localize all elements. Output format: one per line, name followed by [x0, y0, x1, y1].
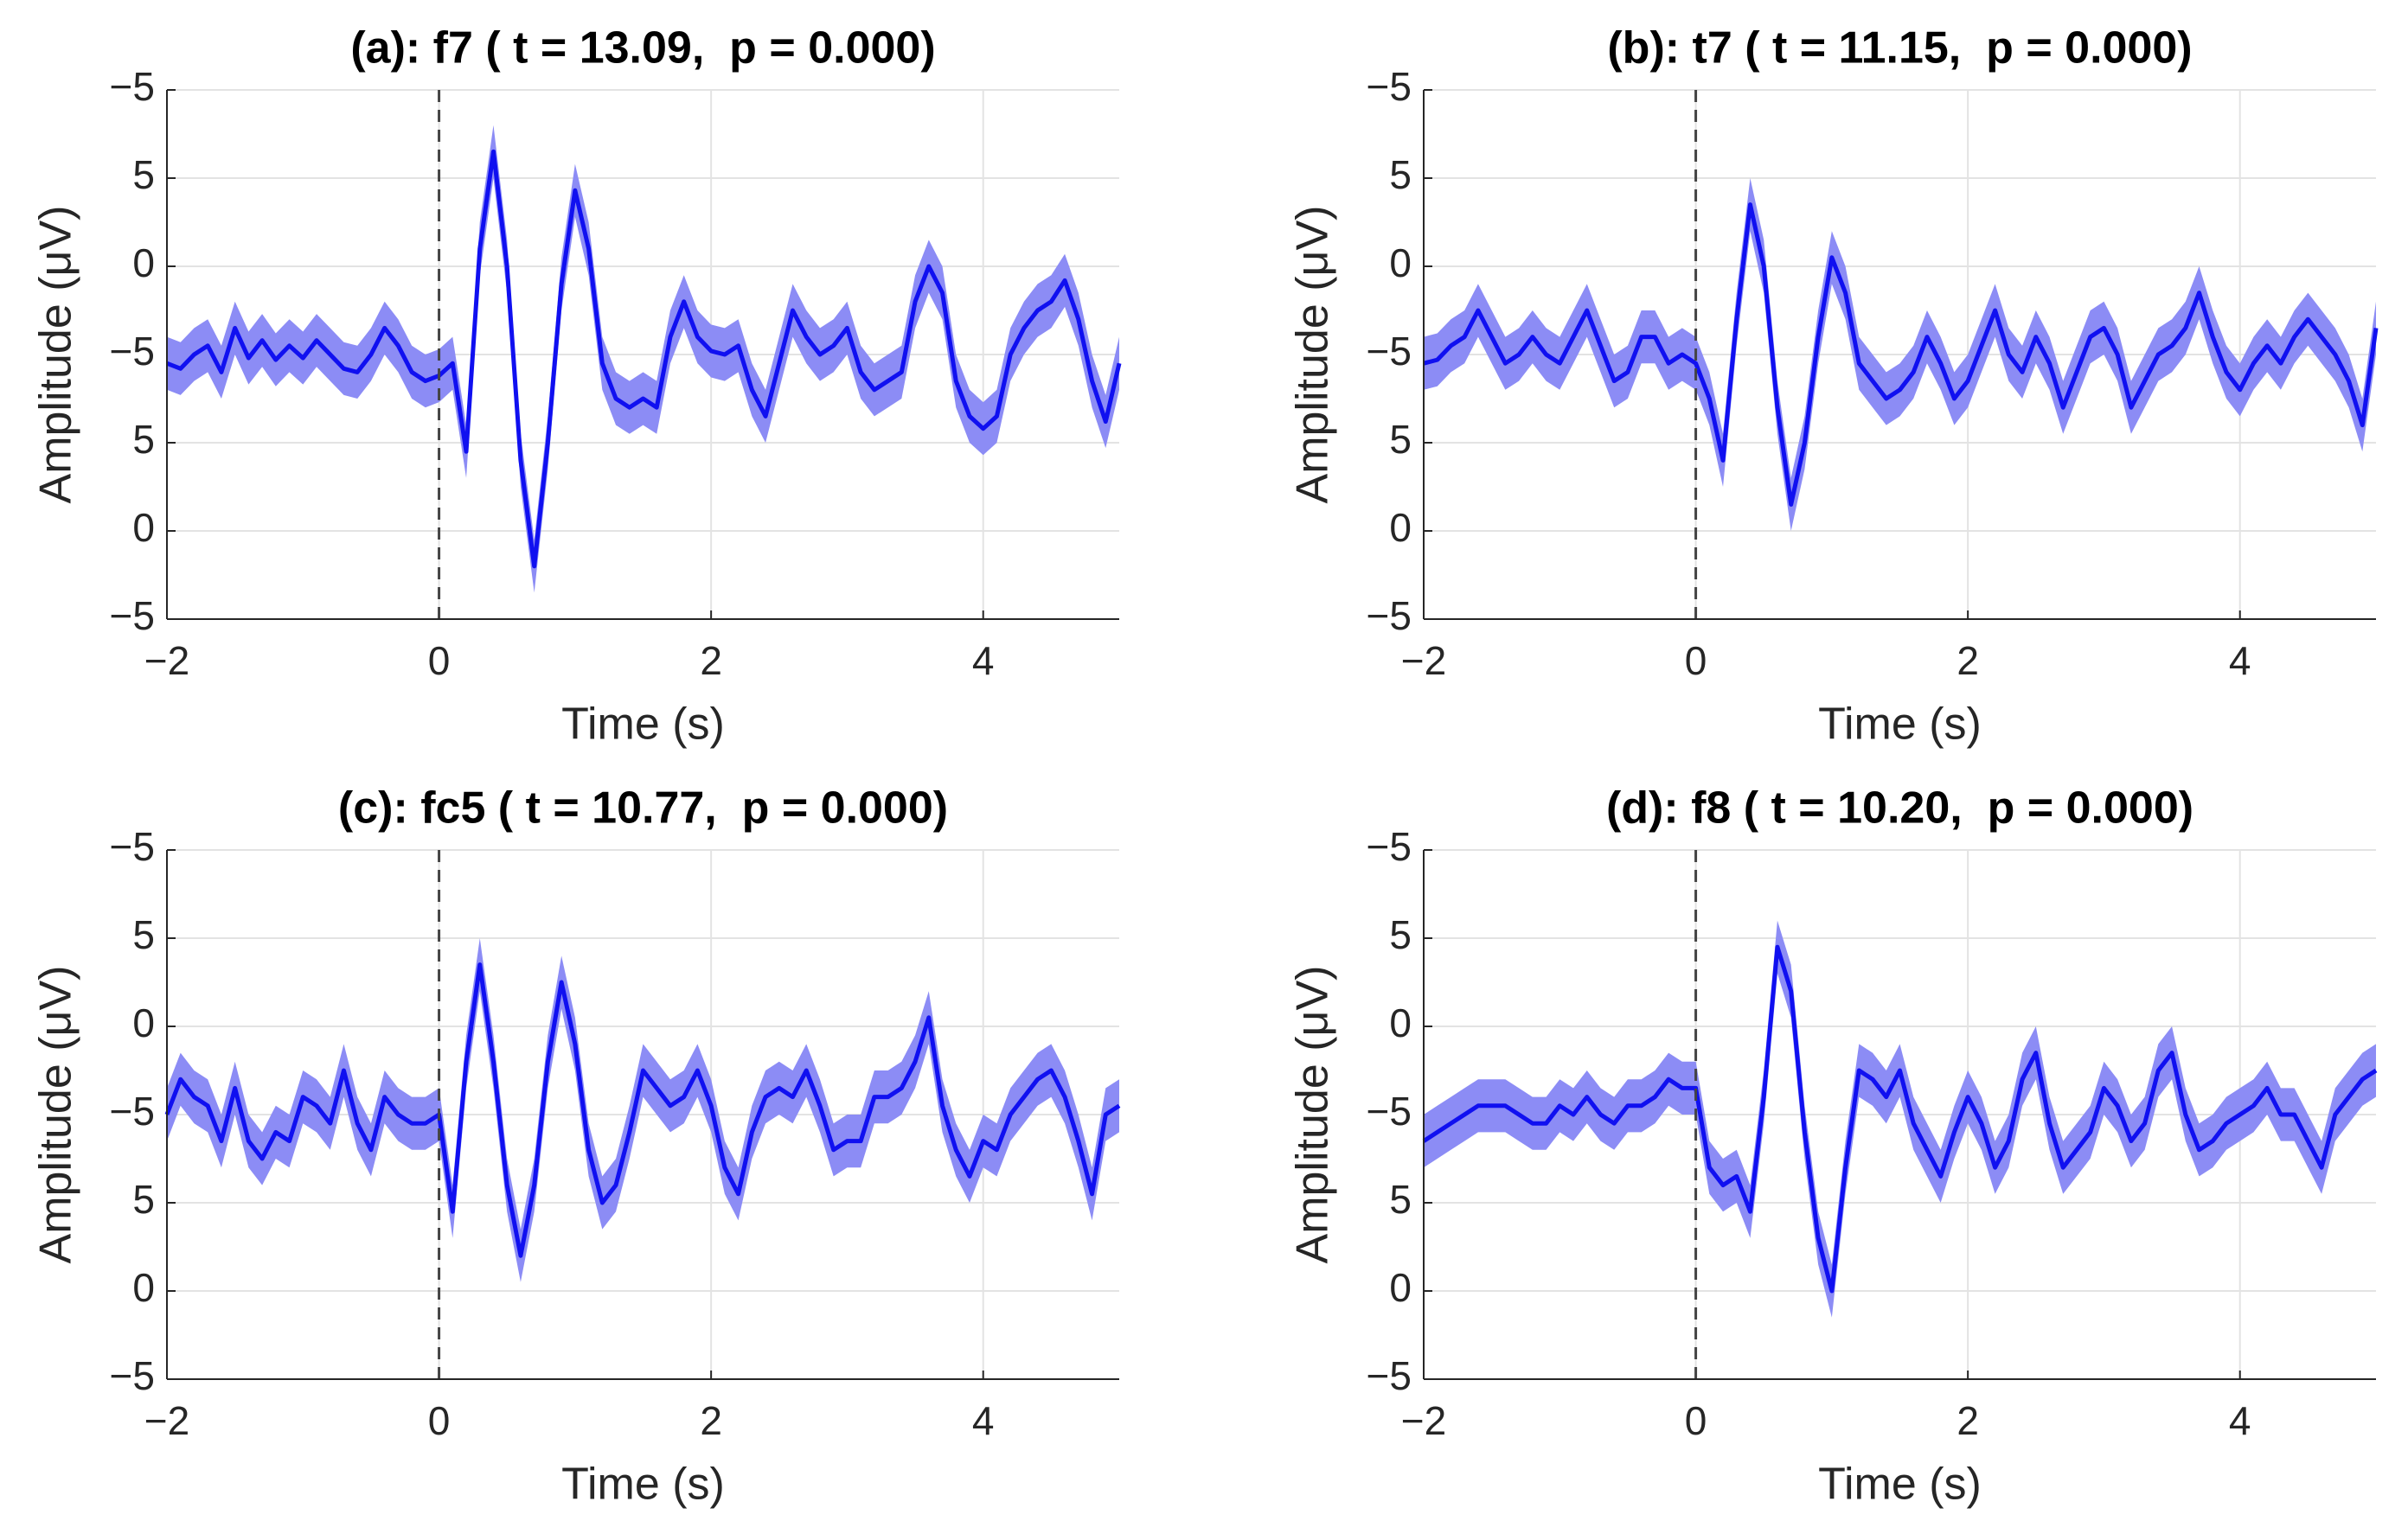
mean-line	[1423, 202, 2379, 507]
y-tick-label: −5	[1367, 64, 1412, 109]
y-tick-label: −5	[110, 593, 155, 638]
x-tick-label: 4	[2229, 1398, 2251, 1443]
y-tick-label: −5	[110, 64, 155, 109]
y-tick-label: 0	[1389, 505, 1412, 550]
error-band	[167, 938, 1119, 1282]
chart-title: (b): t7 ( t = 11.15, p = 0.000)	[1607, 23, 2192, 73]
x-tick-label: 2	[700, 638, 722, 683]
y-tick-label: −5	[1367, 1089, 1412, 1134]
chart-title: (a): f7 ( t = 13.09, p = 0.000)	[350, 23, 935, 73]
y-tick-label: 0	[1389, 240, 1412, 285]
mean-line	[166, 149, 1122, 569]
y-tick-label: 5	[132, 152, 155, 197]
y-tick-label: −5	[110, 329, 155, 374]
y-tick-label: −5	[1367, 824, 1412, 869]
x-axis-label: Time (s)	[1818, 1460, 1982, 1510]
error-band	[167, 125, 1119, 593]
y-tick-label: −5	[1367, 1353, 1412, 1398]
x-tick-label: −2	[1401, 638, 1446, 683]
y-tick-label: 5	[1389, 1177, 1412, 1222]
y-tick-label: 5	[132, 1177, 155, 1222]
y-tick-label: 0	[132, 240, 155, 285]
y-tick-label: 5	[132, 912, 155, 957]
chart-title: (c): fc5 ( t = 10.77, p = 0.000)	[338, 783, 948, 834]
x-axis-label: Time (s)	[561, 700, 725, 750]
x-tick-label: 2	[1956, 1398, 1979, 1443]
x-axis-label: Time (s)	[1818, 700, 1982, 750]
y-tick-label: −5	[110, 824, 155, 869]
y-tick-label: −5	[110, 1089, 155, 1134]
x-tick-label: 0	[1685, 1398, 1707, 1443]
y-tick-label: 5	[1389, 417, 1412, 462]
y-tick-label: 0	[132, 1265, 155, 1310]
x-tick-label: 4	[972, 1398, 995, 1443]
x-tick-label: −2	[144, 1398, 189, 1443]
x-tick-label: 2	[1956, 638, 1979, 683]
y-tick-label: 0	[1389, 1000, 1412, 1045]
x-tick-label: −2	[144, 638, 189, 683]
x-axis-label: Time (s)	[561, 1460, 725, 1510]
y-tick-label: 5	[1389, 152, 1412, 197]
y-tick-label: 0	[132, 1000, 155, 1045]
y-tick-label: 5	[1389, 912, 1412, 957]
x-tick-label: 4	[972, 638, 995, 683]
x-tick-label: 2	[700, 1398, 722, 1443]
x-tick-label: −2	[1401, 1398, 1446, 1443]
x-tick-label: 0	[428, 1398, 451, 1443]
chart-title: (d): f8 ( t = 10.20, p = 0.000)	[1606, 783, 2193, 834]
y-tick-label: −5	[110, 1353, 155, 1398]
y-tick-label: −5	[1367, 593, 1412, 638]
mean-line	[1422, 944, 2378, 1294]
y-tick-label: 5	[132, 417, 155, 462]
y-tick-label: −5	[1367, 329, 1412, 374]
x-tick-label: 0	[1685, 638, 1707, 683]
y-axis-label: Amplitude (μV)	[1288, 206, 1338, 504]
y-tick-label: 0	[132, 505, 155, 550]
y-axis-label: Amplitude (μV)	[31, 206, 81, 504]
mean-line	[164, 962, 1121, 1258]
x-tick-label: 0	[428, 638, 451, 683]
y-tick-label: 0	[1389, 1265, 1412, 1310]
y-axis-label: Amplitude (μV)	[31, 966, 81, 1264]
error-band	[1424, 178, 2376, 531]
y-axis-label: Amplitude (μV)	[1288, 966, 1338, 1264]
x-tick-label: 4	[2229, 638, 2251, 683]
